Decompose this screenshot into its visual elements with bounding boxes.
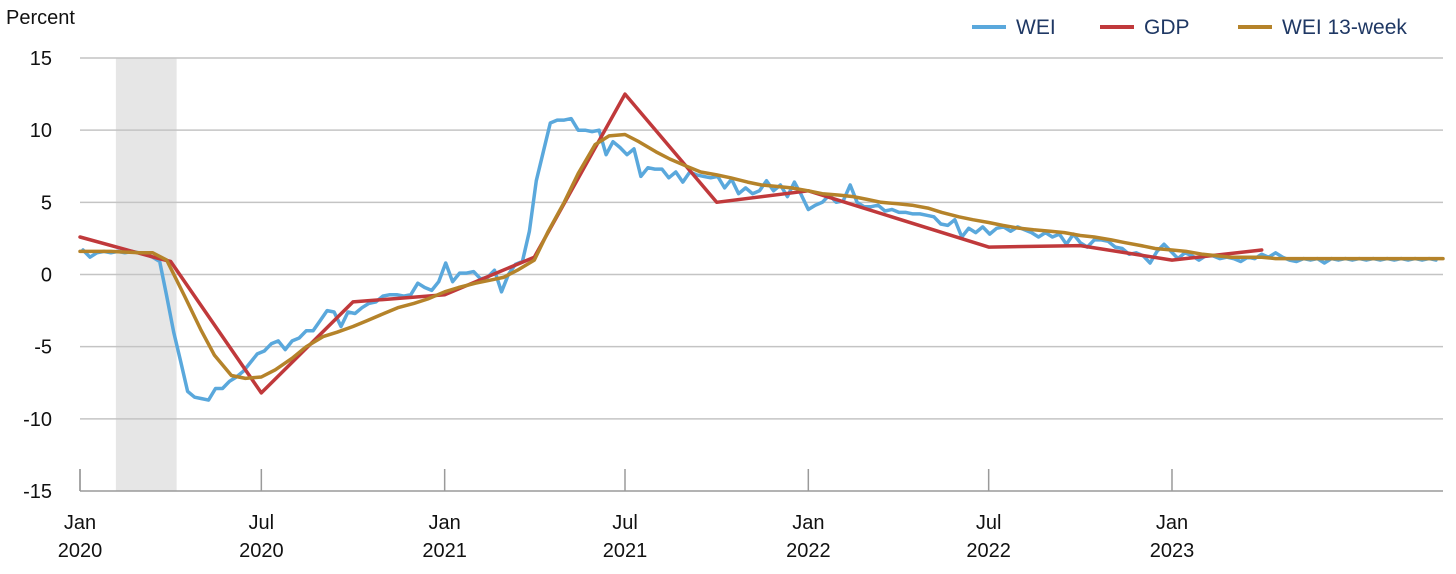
series-lines bbox=[78, 92, 1445, 402]
y-tick-labels: 15 10 5 0 -5 -10 -15 bbox=[23, 48, 52, 503]
y-tick-label: -15 bbox=[23, 481, 52, 503]
x-tick-label-year: 2021 bbox=[603, 540, 648, 562]
x-tick-label-month: Jan bbox=[1156, 512, 1188, 534]
y-axis-title: Percent bbox=[6, 7, 75, 29]
y-tick-label: -10 bbox=[23, 409, 52, 431]
legend: WEI GDP WEI 13-week bbox=[972, 16, 1407, 39]
legend-label-wei: WEI bbox=[1016, 16, 1056, 39]
y-tick-label: 0 bbox=[41, 265, 52, 287]
x-tick-label-month: Jan bbox=[64, 512, 96, 534]
y-tick-label: 15 bbox=[30, 48, 52, 70]
x-tick-label-month: Jul bbox=[612, 512, 638, 534]
x-tick-label-year: 2022 bbox=[786, 540, 831, 562]
y-tick-label: 5 bbox=[41, 192, 52, 214]
x-ticks: Jan 2020 Jul 2020 Jan 2021 Jul 2021 Jan 2022 Jul 20… bbox=[58, 469, 1194, 562]
x-tick-label-year: 2023 bbox=[1150, 540, 1195, 562]
x-tick-label-year: 2020 bbox=[58, 540, 103, 562]
y-tick-label: 10 bbox=[30, 120, 52, 142]
x-tick-label-year: 2020 bbox=[239, 540, 284, 562]
x-tick-label-month: Jan bbox=[792, 512, 824, 534]
legend-label-wei-13-week: WEI 13-week bbox=[1282, 16, 1407, 39]
x-tick-label-month: Jul bbox=[976, 512, 1002, 534]
series-line-gdp bbox=[78, 92, 1264, 395]
x-tick-label-year: 2021 bbox=[422, 540, 467, 562]
x-tick-label-month: Jan bbox=[429, 512, 461, 534]
legend-label-gdp: GDP bbox=[1144, 16, 1190, 39]
series-line-wei-13-week bbox=[78, 132, 1445, 381]
y-tick-label: -5 bbox=[34, 337, 52, 359]
x-tick-label-month: Jul bbox=[249, 512, 275, 534]
series-line-wei bbox=[81, 116, 1438, 402]
x-tick-label-year: 2022 bbox=[966, 540, 1011, 562]
y-gridlines bbox=[80, 57, 1443, 420]
